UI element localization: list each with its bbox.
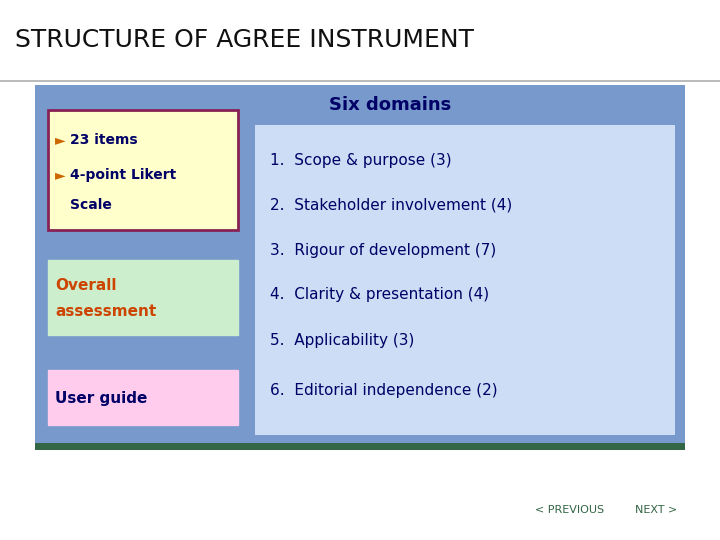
Text: Scale: Scale (70, 198, 112, 212)
Text: NEXT >: NEXT > (635, 505, 678, 515)
FancyBboxPatch shape (48, 260, 238, 335)
FancyBboxPatch shape (48, 110, 238, 230)
FancyBboxPatch shape (48, 370, 238, 425)
Text: < PREVIOUS: < PREVIOUS (535, 505, 604, 515)
Text: ►: ► (55, 168, 66, 182)
Bar (35, 85, 685, 445)
Text: 5.  Applicability (3): 5. Applicability (3) (270, 333, 415, 348)
Text: 3.  Rigour of development (7): 3. Rigour of development (7) (270, 242, 496, 258)
Bar (0, 0, 720, 80)
Text: assessment: assessment (55, 305, 156, 320)
Text: 1.  Scope & purpose (3): 1. Scope & purpose (3) (270, 152, 451, 167)
Text: 6.  Editorial independence (2): 6. Editorial independence (2) (270, 382, 498, 397)
Bar (0, 80, 720, 82)
Bar (255, 125, 675, 435)
Text: 4.  Clarity & presentation (4): 4. Clarity & presentation (4) (270, 287, 489, 302)
Text: Six domains: Six domains (329, 96, 451, 114)
Text: 2.  Stakeholder involvement (4): 2. Stakeholder involvement (4) (270, 198, 512, 213)
Text: ►: ► (55, 133, 66, 147)
Text: User guide: User guide (55, 390, 148, 406)
Text: 23 items: 23 items (70, 133, 138, 147)
Text: STRUCTURE OF AGREE INSTRUMENT: STRUCTURE OF AGREE INSTRUMENT (15, 28, 474, 52)
Bar (0, 450, 720, 540)
Text: 4-point Likert: 4-point Likert (70, 168, 176, 182)
Text: Overall: Overall (55, 278, 117, 293)
Bar (35, 443, 685, 450)
